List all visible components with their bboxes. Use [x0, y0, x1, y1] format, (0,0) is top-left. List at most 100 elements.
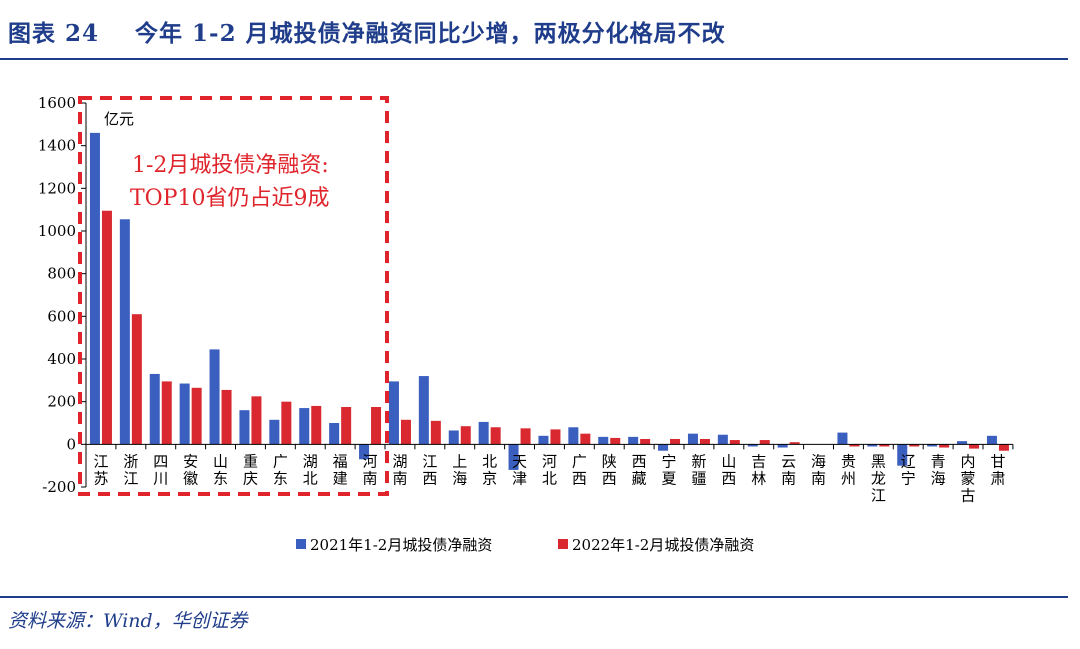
top-rule: [0, 58, 1068, 60]
bar-2021: [747, 444, 758, 447]
y-tick-label: 1200: [38, 179, 76, 197]
bar-2022: [400, 419, 411, 445]
bar-2021: [418, 376, 429, 445]
bar-2022: [221, 389, 232, 445]
x-category-label: 山东: [213, 452, 228, 487]
bottom-rule: [0, 596, 1068, 598]
bar-2021: [209, 349, 220, 445]
bar-2022: [670, 439, 681, 445]
figure-title-text: 今年 1-2 月城投债净融资同比少增，两极分化格局不改: [135, 20, 726, 47]
x-category-label: 山西: [721, 452, 736, 487]
x-category-label: 广东: [273, 452, 288, 487]
bar-2021: [239, 410, 250, 445]
figure-title: 图表 24 今年 1-2 月城投债净融资同比少增，两极分化格局不改: [8, 14, 726, 48]
x-category-label: 浙江: [123, 452, 138, 487]
bar-2021: [149, 373, 160, 445]
x-category-label: 广西: [572, 452, 587, 487]
bar-2021: [687, 433, 698, 445]
bar-2021: [777, 444, 788, 448]
y-unit-label: 亿元: [104, 110, 134, 128]
x-category-label: 西藏: [632, 452, 647, 487]
x-category-label: 北京: [482, 452, 497, 487]
bar-2022: [909, 444, 920, 447]
bar-2022: [460, 426, 471, 445]
legend-label-2022: 2022年1-2月城投债净融资: [572, 536, 754, 554]
bar-2021: [89, 132, 100, 445]
bar-2022: [341, 407, 352, 445]
y-tick-label: 1000: [38, 222, 76, 240]
x-category-label: 上海: [452, 452, 467, 487]
bar-2022: [759, 440, 770, 445]
annotation-line-1: 1-2月城投债净融资:: [132, 153, 329, 178]
x-category-label: 新疆: [691, 452, 706, 487]
bar-chart: -200 0 200 400 600 800 1000 1200 1400 1600 亿元江苏浙江四…: [38, 94, 1014, 554]
legend-swatch-2022: [558, 539, 568, 549]
x-category-label: 云南: [781, 452, 796, 487]
bar-2021: [986, 435, 997, 445]
y-tick-label: 1600: [38, 94, 76, 112]
bar-2022: [789, 442, 800, 445]
bar-2022: [729, 440, 740, 445]
x-category-label: 陕西: [602, 452, 617, 487]
y-tick-label: 600: [47, 307, 76, 325]
bar-2021: [717, 434, 728, 445]
legend-swatch-2021: [296, 539, 306, 549]
bar-2022: [520, 428, 531, 445]
bar-2022: [849, 444, 860, 447]
y-tick-label: 800: [47, 265, 76, 283]
bar-2021: [897, 444, 908, 466]
x-category-label: 海南: [811, 452, 826, 487]
annotation-line-2: TOP10省仍占近9成: [130, 186, 330, 211]
bar-2021: [388, 381, 399, 445]
bar-2021: [359, 444, 370, 460]
x-category-label: 甘肃: [990, 452, 1005, 487]
x-category-label: 河北: [542, 452, 557, 487]
bar-2022: [939, 444, 950, 448]
bar-2022: [131, 314, 142, 445]
bar-2022: [640, 439, 651, 445]
x-category-label: 贵州: [841, 452, 856, 487]
bar-2021: [927, 444, 938, 447]
bar-2022: [371, 407, 382, 445]
bar-2021: [329, 423, 340, 445]
bar-2022: [879, 444, 890, 447]
bar-2022: [699, 439, 710, 445]
x-category-label: 湖南: [392, 452, 407, 487]
source-note: 资料来源：Wind，华创证券: [8, 610, 248, 632]
bar-2021: [628, 436, 639, 445]
x-category-label: 辽宁: [901, 452, 916, 487]
bar-2022: [969, 444, 980, 449]
legend-label-2021: 2021年1-2月城投债净融资: [310, 536, 492, 554]
bar-2022: [161, 381, 172, 445]
y-tick-label: 1400: [38, 137, 76, 155]
bar-2022: [430, 420, 441, 445]
x-category-label: 重庆: [243, 452, 258, 487]
bar-2021: [299, 408, 310, 445]
bar-2021: [269, 419, 280, 445]
bar-2021: [448, 430, 459, 445]
bar-2022: [251, 396, 262, 445]
bar-2021: [119, 219, 130, 445]
x-category-label: 黑龙江: [871, 452, 886, 504]
bar-2021: [508, 444, 519, 470]
bar-2022: [580, 433, 591, 445]
x-category-label: 宁夏: [662, 452, 677, 487]
x-category-label: 江西: [422, 452, 437, 487]
bar-2022: [311, 405, 322, 445]
bar-2021: [658, 444, 669, 451]
bar-2022: [490, 427, 501, 445]
y-tick-label: 400: [47, 350, 76, 368]
figure-label: 图表 24: [8, 20, 100, 47]
y-tick-label: 200: [47, 393, 76, 411]
bar-2022: [191, 387, 202, 445]
x-category-label: 江苏: [93, 452, 108, 487]
bar-2021: [478, 421, 489, 445]
bar-2021: [957, 441, 968, 445]
bar-2021: [179, 383, 190, 445]
x-category-label: 内蒙古: [961, 452, 976, 504]
bar-2021: [867, 444, 878, 447]
bar-2021: [538, 435, 549, 445]
x-category-label: 安徽: [183, 452, 198, 487]
x-category-label: 吉林: [751, 452, 766, 487]
x-category-label: 天津: [512, 452, 527, 487]
